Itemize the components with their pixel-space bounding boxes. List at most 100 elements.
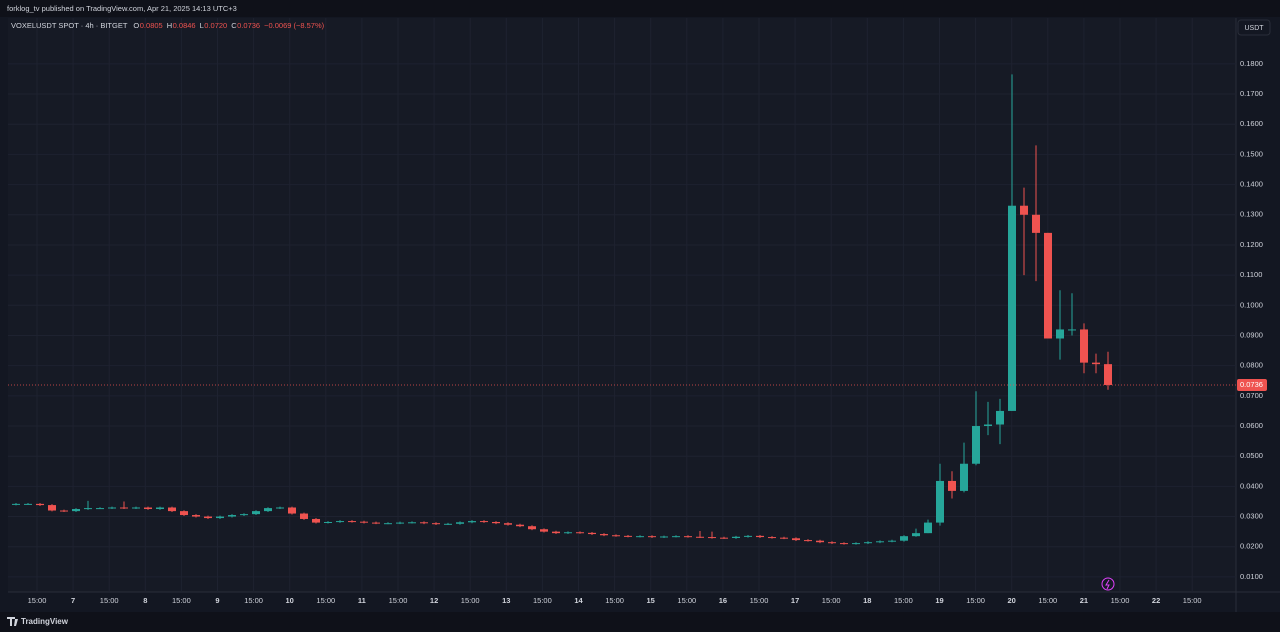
candle-body xyxy=(396,522,404,524)
candle-body xyxy=(456,522,464,524)
x-tick-label: 15:00 xyxy=(822,596,841,605)
candle-body xyxy=(252,511,260,515)
y-tick-label: 0.0400 xyxy=(1240,481,1263,490)
ohlc-label: C xyxy=(231,21,237,30)
x-tick-label: 15:00 xyxy=(100,596,119,605)
x-tick-label: 15:00 xyxy=(172,596,191,605)
candle-body xyxy=(132,507,140,509)
candle-body xyxy=(804,540,812,542)
candle-body xyxy=(372,522,380,524)
y-tick-label: 0.0600 xyxy=(1240,421,1263,430)
candle-body xyxy=(1020,205,1028,215)
candle-body xyxy=(972,426,980,464)
candle-body xyxy=(696,536,704,538)
candle-body xyxy=(888,540,896,542)
currency-button[interactable] xyxy=(1237,19,1271,36)
ohlc-value: 0.0736 xyxy=(237,21,260,30)
currency-label: USDT xyxy=(1244,25,1264,32)
candle-body xyxy=(420,522,428,524)
y-tick-label: 0.0700 xyxy=(1240,391,1263,400)
candle-body xyxy=(348,521,356,523)
candle-body xyxy=(744,535,752,537)
candle-body xyxy=(672,536,680,538)
candle-body xyxy=(228,515,236,517)
candle-body xyxy=(288,507,296,514)
candle-body xyxy=(624,535,632,537)
candle-body xyxy=(648,536,656,538)
x-tick-label: 15:00 xyxy=(966,596,985,605)
candle-body xyxy=(588,532,596,535)
candle-body xyxy=(336,521,344,523)
x-tick-label: 11 xyxy=(358,596,366,605)
candles xyxy=(12,74,1112,545)
candle-body xyxy=(732,536,740,538)
candle-body xyxy=(24,503,32,505)
candle-body xyxy=(444,523,452,525)
candle-body xyxy=(300,513,308,519)
x-tick-label: 17 xyxy=(791,596,799,605)
candle-body xyxy=(168,507,176,512)
candle-body xyxy=(12,503,20,505)
candle-body xyxy=(240,514,248,516)
candle-body xyxy=(192,515,200,517)
candle-body xyxy=(792,538,800,541)
ohlc-value: 0.0720 xyxy=(204,21,227,30)
x-tick-label: 8 xyxy=(143,596,147,605)
candle-body xyxy=(1008,205,1016,411)
candle-body xyxy=(120,507,128,509)
ohlc-label: O xyxy=(133,21,139,30)
x-tick-label: 15:00 xyxy=(316,596,335,605)
candle-body xyxy=(612,535,620,537)
candle-body xyxy=(876,541,884,543)
x-tick-label: 22 xyxy=(1152,596,1160,605)
ohlc-label: H xyxy=(167,21,172,30)
candle-body xyxy=(528,526,536,530)
lightning-icon[interactable] xyxy=(1101,577,1115,591)
candle-body xyxy=(600,534,608,536)
icon-ring xyxy=(1101,577,1115,591)
candle-body xyxy=(540,529,548,532)
candle-body xyxy=(156,507,164,510)
x-tick-label: 15:00 xyxy=(1038,596,1057,605)
candle-body xyxy=(708,537,716,539)
candle-body xyxy=(960,463,968,491)
candle-body xyxy=(60,510,68,512)
x-tick-label: 15:00 xyxy=(750,596,769,605)
candle-body xyxy=(864,542,872,544)
candle-body xyxy=(1056,329,1064,339)
y-tick-label: 0.0100 xyxy=(1240,572,1263,581)
top-bar xyxy=(0,0,1280,17)
candle-body xyxy=(96,508,104,510)
candle-body xyxy=(1080,329,1088,363)
candle-body xyxy=(432,523,440,525)
candle-body xyxy=(756,535,764,538)
candle-body xyxy=(468,521,476,523)
last-price-label: 0.0736 xyxy=(1240,380,1263,389)
y-tick-label: 0.0500 xyxy=(1240,451,1263,460)
x-tick-label: 15:00 xyxy=(894,596,913,605)
y-tick-label: 0.1800 xyxy=(1240,59,1263,68)
symbol: VOXELUSDT SPOT · 4h · BITGET xyxy=(11,21,128,30)
x-tick-label: 14 xyxy=(574,596,583,605)
candle-body xyxy=(780,537,788,539)
candle-body xyxy=(852,543,860,545)
x-tick-label: 15:00 xyxy=(461,596,480,605)
candle-body xyxy=(36,503,44,506)
x-tick-label: 20 xyxy=(1008,596,1016,605)
candle-body xyxy=(492,521,500,524)
candle-body xyxy=(276,507,284,509)
candle-body xyxy=(480,521,488,523)
candle-body xyxy=(1044,232,1052,339)
y-tick-label: 0.0300 xyxy=(1240,512,1263,521)
candle-body xyxy=(828,542,836,544)
y-tick-label: 0.1100 xyxy=(1240,270,1262,279)
x-tick-label: 15:00 xyxy=(28,596,47,605)
candle-body xyxy=(816,540,824,543)
candle-body xyxy=(48,505,56,511)
candle-body xyxy=(384,523,392,525)
candle-body xyxy=(84,508,92,510)
candle-body xyxy=(564,532,572,534)
candle-body xyxy=(324,521,332,523)
x-tick-label: 15:00 xyxy=(1111,596,1130,605)
x-tick-label: 15 xyxy=(647,596,655,605)
